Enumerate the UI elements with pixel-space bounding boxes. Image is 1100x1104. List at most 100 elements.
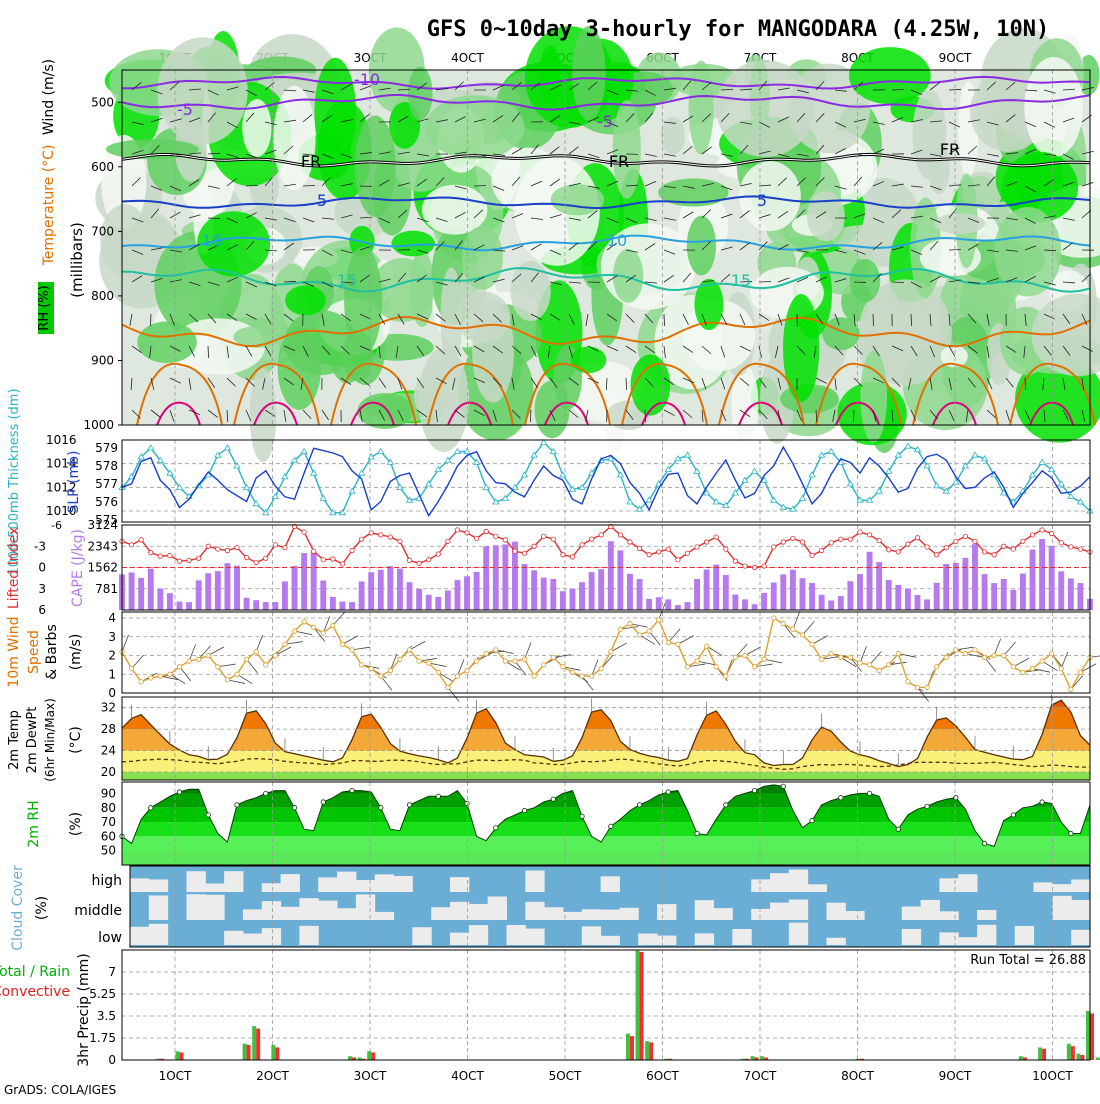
wind-speed-point <box>532 674 536 678</box>
cape-tick-label: 3124 <box>87 518 118 532</box>
precip-tick-label: 0 <box>108 1053 116 1067</box>
thickness-point <box>311 470 317 475</box>
cape-bar <box>656 597 662 610</box>
wind-speed-point <box>1021 670 1025 674</box>
rh-band <box>122 808 1090 822</box>
cape-bar <box>924 599 930 610</box>
precip-total-bar <box>1067 1044 1071 1060</box>
wind-tick-label: 3 <box>108 630 116 644</box>
cape-bar <box>1077 583 1083 610</box>
wind-barb-10m <box>956 647 974 650</box>
cape-bar <box>1068 578 1074 610</box>
cape-bar <box>407 582 413 610</box>
precip-total-bar <box>1019 1056 1023 1060</box>
cape-bar <box>464 576 470 610</box>
lifted-index-point <box>580 543 584 547</box>
thickness-point <box>847 481 853 486</box>
rh-point <box>436 794 440 798</box>
wind-speed-point <box>570 670 574 674</box>
rh-point <box>752 788 756 792</box>
rh-point <box>867 791 871 795</box>
cape-bar <box>627 574 633 610</box>
wind-barb-10m <box>448 687 459 701</box>
wind-speed-point <box>685 665 689 669</box>
wind-barb-10m <box>553 655 571 658</box>
cloud-fraction-cell <box>262 883 281 892</box>
lifted-index-point <box>915 536 919 540</box>
wind-speed-point <box>129 666 133 670</box>
wind-unit-label: (m/s) <box>68 634 84 671</box>
rh-point <box>465 801 469 805</box>
cloud-fraction-cell <box>431 907 450 920</box>
wind-speed-point <box>1078 670 1082 674</box>
cape-bar <box>311 552 317 610</box>
wind-speed-point <box>426 661 430 665</box>
rh-point <box>695 831 699 835</box>
cloud-fraction-cell <box>469 925 488 945</box>
cape-bar <box>292 566 298 610</box>
rh-region <box>822 317 859 350</box>
cape-bar <box>943 564 949 610</box>
cloud-fraction-cell <box>281 907 300 920</box>
cape-bar <box>157 589 163 610</box>
cloud-fraction-cell <box>601 876 620 892</box>
thickness-point <box>799 495 805 500</box>
wind-speed-point <box>398 657 402 661</box>
cloud-fraction-cell <box>1071 930 1090 945</box>
cape-bar <box>138 578 144 610</box>
cloud-fraction-cell <box>939 878 958 892</box>
cape-tick-label: 2343 <box>87 539 118 553</box>
cloud-fraction-cell <box>205 895 224 920</box>
cloud-fraction-cell <box>149 879 168 892</box>
lifted-index-point <box>254 560 258 564</box>
lifted-index-point <box>666 547 670 551</box>
wind-speed-point <box>618 627 622 631</box>
cape-bar <box>435 597 441 610</box>
wind-barb-10m <box>189 644 196 661</box>
thickness-point <box>1039 459 1045 464</box>
cape-bar <box>694 579 700 610</box>
cape-bar <box>253 600 259 610</box>
cloud-fraction-cell <box>1052 896 1071 920</box>
cloud-fraction-cell <box>450 877 469 892</box>
wind-barb-10m <box>122 635 129 652</box>
wind-speed-point <box>292 629 296 633</box>
cloud-fraction-cell <box>657 904 676 920</box>
cape-bar <box>665 599 671 610</box>
lifted-index-point <box>810 553 814 557</box>
cape-bar <box>704 569 710 610</box>
wind-speed-point <box>647 629 651 633</box>
cape-bar <box>886 580 892 610</box>
rh-region <box>1024 57 1083 158</box>
rh-point <box>580 814 584 818</box>
lifted-index-point <box>839 537 843 541</box>
lifted-index-point <box>417 561 421 565</box>
rh-region <box>357 393 412 429</box>
precip-total-bar <box>626 1034 630 1060</box>
wind-barb-10m <box>649 631 660 645</box>
cape-bar <box>771 583 777 610</box>
wind-speed-point <box>963 651 967 655</box>
lifted-index-point <box>733 559 737 563</box>
lifted-index-point <box>225 548 229 552</box>
lifted-index-point <box>388 535 392 539</box>
temp-tick-label: 24 <box>101 744 116 758</box>
cape-bar <box>215 571 221 610</box>
cape-bar <box>426 595 432 610</box>
cape-bar <box>474 572 480 610</box>
lifted-index-point <box>628 540 632 544</box>
wind-title-label-3: & Barbs <box>44 624 60 680</box>
wind-speed-point <box>551 655 555 659</box>
rh-point <box>810 818 814 822</box>
cape-bar <box>732 594 738 610</box>
lifted-index-point <box>446 539 450 543</box>
contour-label: -5 <box>597 112 613 131</box>
temp-tick-label: 28 <box>101 722 116 736</box>
lifted-index-point <box>954 539 958 543</box>
thickness-point <box>349 488 355 493</box>
rh-title-label: 2m RH <box>26 800 42 847</box>
wind-speed-point <box>542 663 546 667</box>
wind-speed-point <box>235 672 239 676</box>
cloud-fraction-cell <box>563 912 582 920</box>
